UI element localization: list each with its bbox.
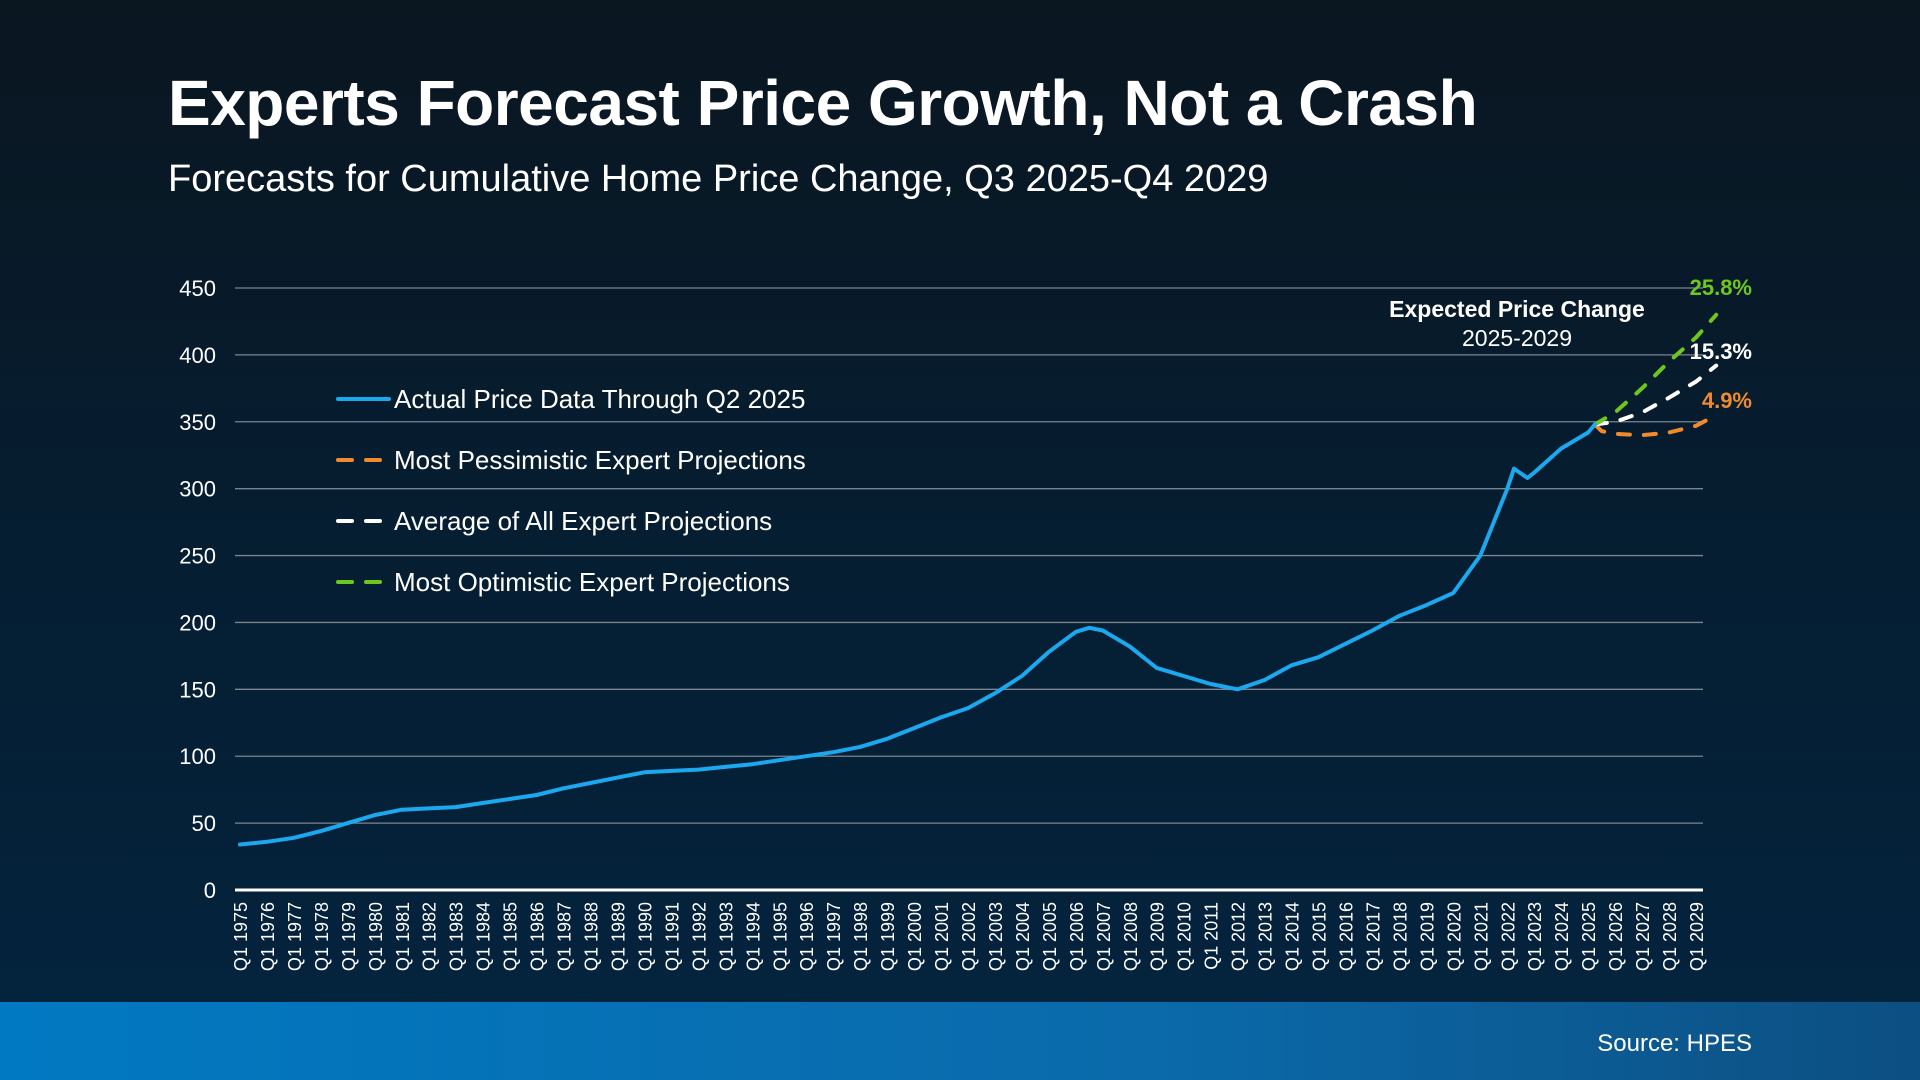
x-tick-label: Q1 1983	[447, 902, 467, 971]
footer-band: Source: HPES	[0, 1002, 1920, 1080]
x-tick-label: Q1 1990	[635, 902, 655, 971]
legend-label: Average of All Expert Projections	[394, 506, 772, 536]
x-tick-label: Q1 2026	[1606, 902, 1626, 971]
x-tick-label: Q1 2015	[1310, 902, 1330, 971]
x-tick-label: Q1 1988	[582, 902, 602, 971]
x-tick-label: Q1 2013	[1256, 902, 1276, 971]
legend-label: Actual Price Data Through Q2 2025	[394, 384, 805, 414]
x-tick-label: Q1 2014	[1283, 902, 1303, 971]
x-tick-label: Q1 2003	[986, 902, 1006, 971]
x-tick-label: Q1 1982	[420, 902, 440, 971]
y-tick-label: 450	[179, 276, 216, 301]
x-tick-label: Q1 1999	[878, 902, 898, 971]
series-end-label: 15.3%	[1690, 339, 1752, 364]
x-tick-label: Q1 1981	[393, 902, 413, 971]
x-tick-label: Q1 1987	[555, 902, 575, 971]
x-tick-label: Q1 1977	[285, 902, 305, 971]
x-tick-label: Q1 2022	[1498, 902, 1518, 971]
x-tick-label: Q1 2027	[1633, 902, 1653, 971]
y-tick-label: 350	[179, 410, 216, 435]
x-tick-label: Q1 2005	[1040, 902, 1060, 971]
y-tick-label: 200	[179, 610, 216, 635]
x-tick-label: Q1 2007	[1094, 902, 1114, 971]
x-tick-label: Q1 2028	[1660, 902, 1680, 971]
x-tick-label: Q1 1985	[501, 902, 521, 971]
x-tick-label: Q1 2023	[1525, 902, 1545, 971]
x-tick-label: Q1 2021	[1471, 902, 1491, 971]
x-tick-label: Q1 1989	[608, 902, 628, 971]
source-label: Source: HPES	[1597, 1030, 1752, 1057]
series-end-label: 4.9%	[1702, 388, 1752, 413]
x-tick-label: Q1 2017	[1363, 902, 1383, 971]
series-line-2	[1592, 363, 1719, 427]
x-tick-label: Q1 1978	[312, 902, 332, 971]
y-tick-label: 0	[204, 878, 216, 903]
x-tick-label: Q1 2010	[1175, 902, 1195, 971]
x-tick-label: Q1 1997	[824, 902, 844, 971]
x-tick-label: Q1 2006	[1067, 902, 1087, 971]
series-line-0	[238, 422, 1597, 847]
x-tick-label: Q1 2008	[1121, 902, 1141, 971]
x-tick-label: Q1 1980	[366, 902, 386, 971]
x-tick-label: Q1 1995	[770, 902, 790, 971]
x-tick-label: Q1 1992	[689, 902, 709, 971]
x-tick-label: Q1 2004	[1013, 902, 1033, 971]
annotation-title: Expected Price Change	[1389, 296, 1645, 322]
y-tick-label: 250	[179, 544, 216, 569]
x-tick-label: Q1 2011	[1202, 902, 1222, 970]
x-tick-label: Q1 1994	[743, 902, 763, 971]
x-tick-label: Q1 2029	[1687, 902, 1707, 971]
y-tick-label: 50	[192, 811, 216, 836]
legend-label: Most Pessimistic Expert Projections	[394, 445, 806, 475]
chart-subtitle: Forecasts for Cumulative Home Price Chan…	[168, 158, 1269, 200]
x-tick-label: Q1 2000	[905, 902, 925, 971]
x-tick-label: Q1 1979	[339, 902, 359, 971]
x-tick-label: Q1 2024	[1552, 902, 1572, 971]
y-tick-label: 400	[179, 343, 216, 368]
x-tick-label: Q1 2016	[1336, 902, 1356, 971]
y-tick-label: 300	[179, 477, 216, 502]
x-tick-label: Q1 2001	[932, 902, 952, 971]
x-tick-label: Q1 2012	[1229, 902, 1249, 971]
legend-label: Most Optimistic Expert Projections	[394, 567, 790, 597]
x-tick-label: Q1 1986	[528, 902, 548, 971]
chart-title: Experts Forecast Price Growth, Not a Cra…	[168, 67, 1478, 139]
x-tick-label: Q1 2025	[1579, 902, 1599, 971]
annotation-subtitle: 2025-2029	[1462, 325, 1572, 351]
x-tick-label: Q1 2020	[1444, 902, 1464, 971]
x-tick-label: Q1 1993	[716, 902, 736, 971]
x-tick-label: Q1 1996	[797, 902, 817, 971]
x-tick-label: Q1 1975	[231, 902, 251, 971]
x-tick-label: Q1 2009	[1148, 902, 1168, 971]
y-tick-label: 150	[179, 677, 216, 702]
x-tick-label: Q1 1998	[851, 902, 871, 971]
y-tick-label: 100	[179, 744, 216, 769]
series-line-1	[1592, 413, 1719, 438]
line-chart: 0 50 100 150 200 250 300 350 400 450 Q1 1975 Q1 19…	[179, 275, 1752, 971]
series-line-3	[1592, 312, 1719, 427]
x-tick-label: Q1 1984	[474, 902, 494, 971]
x-tick-label: Q1 2019	[1417, 902, 1437, 971]
x-tick-label: Q1 1976	[258, 902, 278, 971]
x-tick-label: Q1 2002	[959, 902, 979, 971]
x-tick-label: Q1 2018	[1390, 902, 1410, 971]
x-tick-label: Q1 1991	[662, 902, 682, 971]
series-end-label: 25.8%	[1690, 275, 1752, 300]
